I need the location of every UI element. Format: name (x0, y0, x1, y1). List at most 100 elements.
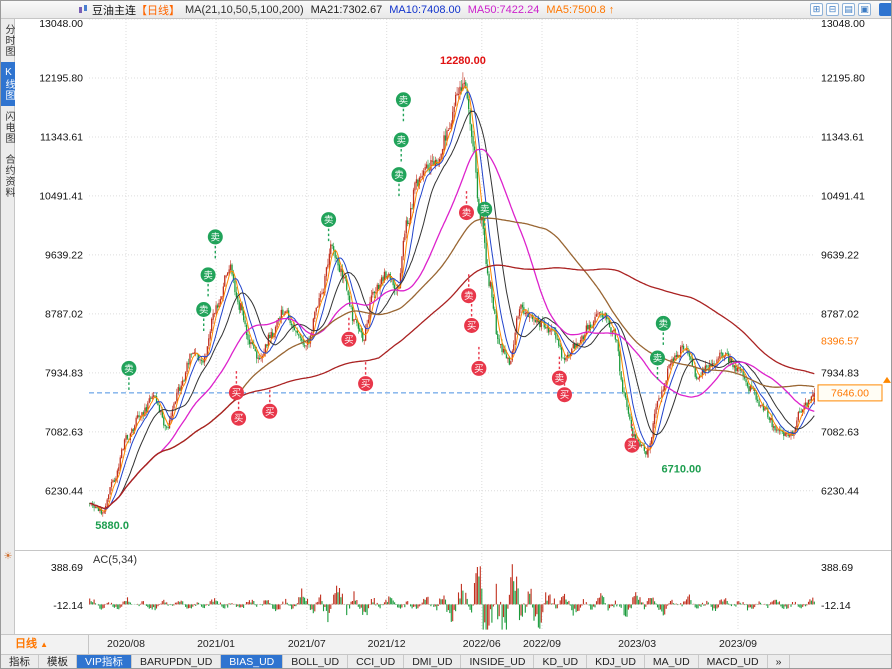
svg-text:卖: 卖 (396, 136, 406, 147)
price-up-arrow-icon (883, 376, 891, 383)
svg-text:7934.83: 7934.83 (821, 367, 859, 379)
svg-text:卖: 卖 (659, 319, 669, 330)
sell-signal (477, 201, 493, 217)
svg-text:卖: 卖 (203, 270, 213, 281)
period-selector[interactable]: 日线 ▲ (1, 635, 89, 654)
svg-text:卖: 卖 (480, 205, 490, 216)
svg-text:卖: 卖 (124, 364, 134, 375)
period-tag: 【日线】 (136, 4, 180, 17)
price-annotations: 12280.00 6710.00 5880.0 (95, 55, 701, 532)
sidebar-tab-3[interactable]: 闪电图 (3, 111, 14, 144)
buy-signal (228, 385, 244, 401)
toolbar-tab-1[interactable]: 指标 (1, 655, 39, 668)
svg-text:10491.41: 10491.41 (821, 190, 865, 202)
svg-text:买: 买 (361, 379, 371, 390)
toolbar-tab-13[interactable]: MACD_UD (699, 655, 768, 668)
sidebar-tab-1[interactable]: 分时图 (3, 24, 14, 57)
x-axis-label: 2022/09 (523, 638, 561, 650)
svg-text:12280.00: 12280.00 (440, 55, 486, 67)
sidebar-tab-4[interactable]: 合约资料 (3, 154, 14, 198)
svg-text:-12.14: -12.14 (53, 600, 83, 612)
left-tab-bar: 分时图 K线图闪电图合约资料 (1, 19, 15, 634)
svg-text:5880.0: 5880.0 (95, 520, 129, 532)
sub-indicator-label: AC(5,34) (93, 554, 138, 566)
svg-text:卖: 卖 (399, 95, 409, 106)
svg-text:买: 买 (234, 414, 244, 425)
sell-signal (393, 132, 409, 148)
indicator-toolbar: 指标 模板 VIP指标 BARUPDN_UD BIAS_UD BOLL_UD CCI_UD D… (1, 654, 891, 668)
buy-signal (341, 331, 357, 347)
toolbar-tab-7[interactable]: CCI_UD (348, 655, 405, 668)
sun-badge-icon[interactable]: ☀ (3, 551, 13, 562)
toolbar-tab-5[interactable]: BIAS_UD (221, 655, 284, 668)
toolbar-tab-9[interactable]: INSIDE_UD (461, 655, 535, 668)
svg-text:7082.63: 7082.63 (45, 426, 83, 438)
svg-text:卖: 卖 (394, 170, 404, 181)
svg-text:买: 买 (467, 321, 477, 332)
svg-text:卖: 卖 (653, 354, 663, 365)
svg-text:卖: 卖 (555, 374, 565, 385)
ma-5-line (89, 85, 815, 512)
svg-text:买: 买 (474, 364, 484, 375)
svg-text:8787.02: 8787.02 (45, 308, 83, 320)
sell-signal (461, 288, 477, 304)
period-label: 日线 (15, 638, 37, 650)
ma-lines (89, 85, 815, 512)
svg-text:11343.61: 11343.61 (40, 132, 83, 144)
svg-text:-12.14: -12.14 (821, 600, 851, 612)
main-chart[interactable]: 13048.00 13048.00 12195.80 12195.80 11343.61… (15, 18, 892, 634)
sidebar-tab-2[interactable]: K线图 (1, 62, 15, 106)
buy-signal (231, 410, 247, 426)
svg-text:388.69: 388.69 (821, 562, 853, 574)
toolbar-tab-11[interactable]: KDJ_UD (587, 655, 645, 668)
toolbar-tab-2[interactable]: 模板 (39, 655, 77, 668)
list-view-icon[interactable]: ▤ (842, 3, 855, 16)
buy-signal (557, 387, 572, 403)
sell-signal (121, 360, 137, 376)
sell-signal (395, 92, 411, 108)
svg-text:卖: 卖 (211, 232, 221, 243)
sell-signal (200, 267, 216, 283)
x-axis-label: 2020/08 (107, 638, 145, 650)
toolbar-tab-8[interactable]: DMI_UD (404, 655, 462, 668)
svg-text:7082.63: 7082.63 (821, 426, 859, 438)
svg-text:11343.61: 11343.61 (821, 132, 864, 144)
app-corner-icon[interactable] (879, 3, 891, 16)
chart-header: 豆油主连 【日线】 MA(21,10,50,5,100,200) MA21:73… (1, 1, 891, 19)
ma-value-1: MA21:7302.67 (310, 3, 383, 16)
split-horizontal-icon[interactable]: ⊟ (826, 3, 839, 16)
maximize-window-icon[interactable]: ▣ (858, 3, 871, 16)
toolbar-tab-12[interactable]: MA_UD (645, 655, 699, 668)
svg-text:13048.00: 13048.00 (39, 19, 83, 30)
buy-signal (464, 318, 480, 333)
ma-value-4: MA5:7500.8 ↑ (546, 3, 615, 16)
ma-50-line (89, 148, 815, 509)
ma-value-2: MA10:7408.00 (389, 3, 461, 16)
sell-signal (459, 205, 474, 221)
svg-text:卖: 卖 (462, 208, 472, 219)
sell-signal (196, 302, 212, 317)
chevron-up-icon: ▲ (40, 640, 48, 649)
tile-windows-icon[interactable]: ⊞ (810, 3, 823, 16)
svg-text:6710.00: 6710.00 (662, 464, 702, 476)
svg-text:388.69: 388.69 (51, 562, 83, 574)
buy-signal (471, 360, 487, 376)
toolbar-tab-10[interactable]: KD_UD (534, 655, 588, 668)
ma-10-line (89, 91, 815, 510)
toolbar-tab-14[interactable]: » (768, 655, 791, 668)
toolbar-tab-3[interactable]: VIP指标 (77, 655, 132, 668)
toolbar-tab-6[interactable]: BOLL_UD (283, 655, 349, 668)
svg-text:买: 买 (344, 335, 354, 346)
toolbar-tab-4[interactable]: BARUPDN_UD (132, 655, 222, 668)
kline-icon (79, 4, 87, 13)
ma-200-line (89, 264, 815, 509)
ma-values: MA21:7302.67 MA10:7408.00 MA50:7422.24 MA5:… (304, 4, 615, 16)
svg-text:10491.41: 10491.41 (39, 190, 83, 202)
svg-text:买: 买 (627, 441, 637, 452)
sell-signal (650, 350, 665, 366)
ac-bars (89, 564, 815, 630)
svg-text:6230.44: 6230.44 (45, 485, 83, 497)
recent-high-label: 8396.57 (821, 335, 859, 347)
svg-text:12195.80: 12195.80 (39, 73, 83, 85)
